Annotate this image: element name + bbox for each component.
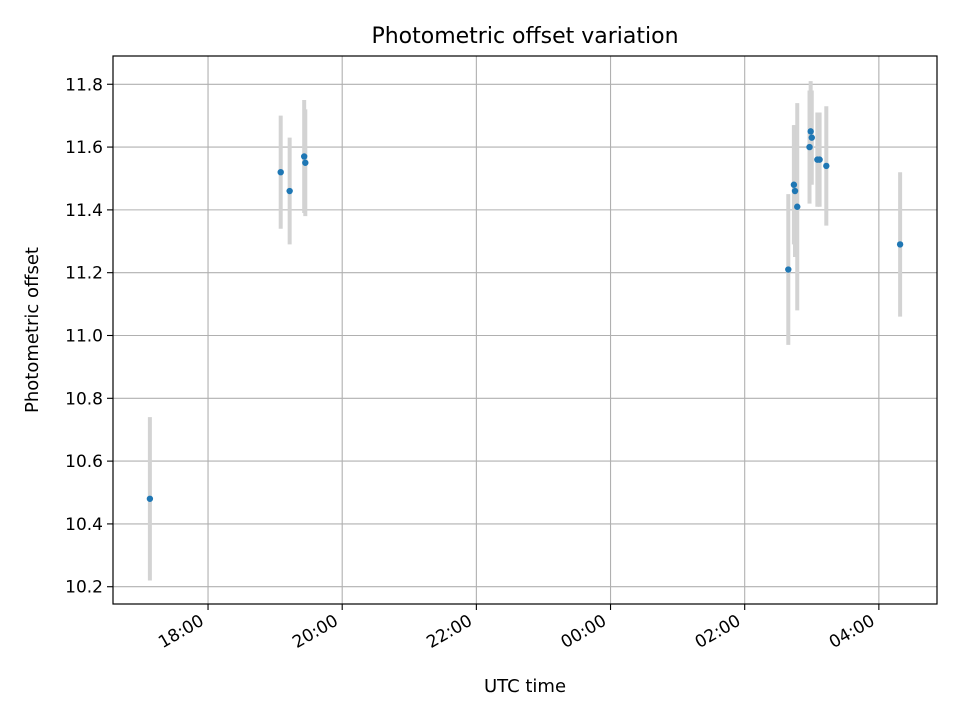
y-axis-label: Photometric offset bbox=[22, 247, 43, 413]
error-bars bbox=[147, 81, 903, 581]
data-point bbox=[277, 168, 284, 176]
data-point bbox=[816, 156, 823, 163]
x-tick-label: 22:00 bbox=[423, 611, 475, 653]
data-points bbox=[146, 128, 904, 502]
y-tick-label: 11.6 bbox=[65, 138, 103, 158]
y-tick-label: 10.2 bbox=[65, 578, 103, 598]
data-point bbox=[300, 153, 308, 160]
y-axis-ticks: 10.2 10.4 10.6 10.8 11.0 11.2 11.4 11.6 11.8 bbox=[65, 75, 113, 598]
y-tick-label: 11.4 bbox=[65, 201, 103, 221]
data-point bbox=[823, 162, 830, 170]
x-tick-label: 04:00 bbox=[826, 611, 878, 653]
grid bbox=[113, 56, 937, 604]
chart-title: Photometric offset variation bbox=[371, 24, 678, 49]
y-tick-label: 11.8 bbox=[65, 75, 103, 95]
x-axis-label: UTC time bbox=[484, 676, 566, 697]
plot-frame bbox=[112, 55, 938, 605]
data-point bbox=[785, 266, 792, 273]
x-tick-label: 02:00 bbox=[692, 611, 744, 653]
data-point bbox=[791, 187, 799, 195]
y-tick-label: 10.8 bbox=[65, 389, 103, 409]
data-point bbox=[286, 187, 293, 195]
data-point bbox=[794, 203, 801, 210]
data-point bbox=[146, 495, 154, 502]
data-point bbox=[806, 143, 813, 151]
data-point bbox=[807, 128, 814, 135]
data-point bbox=[808, 134, 815, 141]
y-tick-label: 11.0 bbox=[65, 326, 103, 346]
y-tick-label: 10.4 bbox=[65, 515, 103, 535]
x-tick-label: 20:00 bbox=[289, 611, 341, 653]
data-point bbox=[302, 159, 309, 166]
y-tick-label: 10.6 bbox=[65, 452, 103, 472]
y-tick-label: 11.2 bbox=[65, 264, 103, 284]
data-point bbox=[790, 181, 798, 188]
data-point bbox=[896, 241, 904, 248]
x-tick-label: 18:00 bbox=[155, 611, 207, 653]
x-axis-ticks: 18:00 20:00 22:00 00:00 02:00 04:00 bbox=[155, 604, 880, 653]
x-tick-label: 00:00 bbox=[558, 611, 610, 653]
